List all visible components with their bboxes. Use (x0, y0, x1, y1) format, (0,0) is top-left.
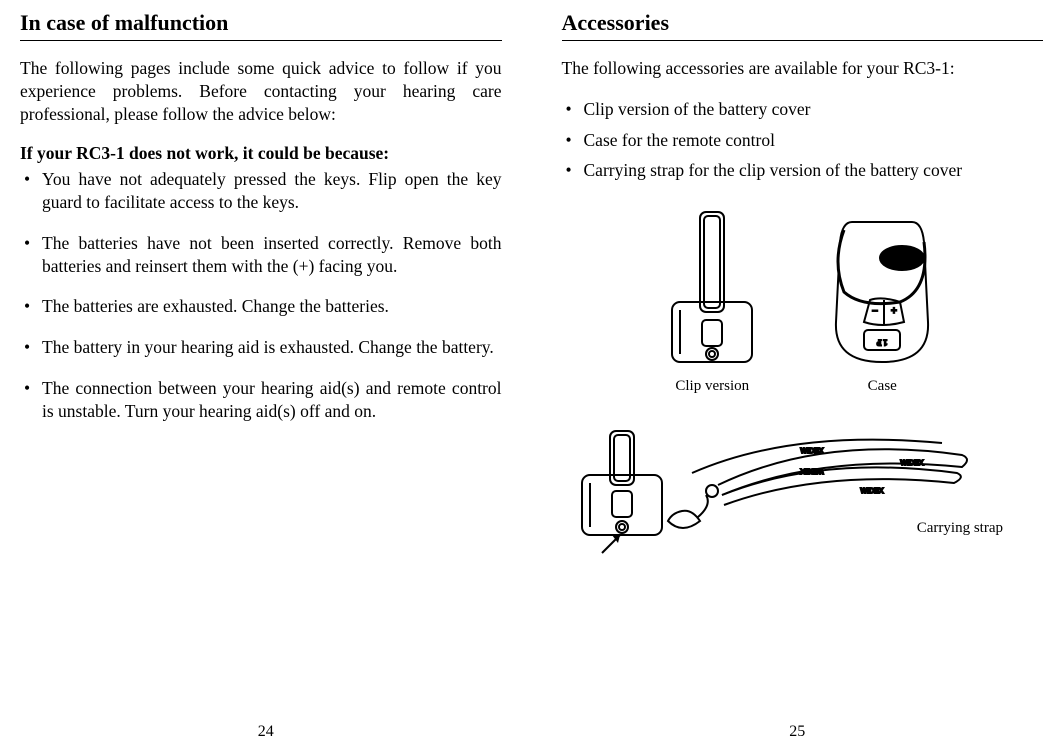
right-pagenum: 25 (532, 723, 1063, 741)
svg-text:WIDEX: WIDEX (800, 448, 823, 455)
fig1-label: Clip version (652, 378, 772, 395)
svg-text:WIDEX: WIDEX (800, 467, 823, 474)
list-item: Clip version of the battery cover (562, 98, 1044, 121)
left-pagenum: 24 (0, 723, 532, 741)
svg-text:1 P: 1 P (876, 338, 887, 347)
right-bullet-list: Clip version of the battery cover Case f… (562, 98, 1044, 182)
list-item: Carrying strap for the clip version of t… (562, 159, 1044, 182)
left-intro: The following pages include some quick a… (20, 57, 502, 125)
figure-clip: Clip version (652, 202, 772, 395)
list-item: The battery in your hearing aid is exhau… (20, 336, 502, 359)
right-rule (562, 40, 1044, 41)
right-title: Accessories (562, 10, 1044, 36)
svg-text:WIDEX: WIDEX (900, 460, 923, 467)
right-page: Accessories The following accessories ar… (532, 0, 1063, 751)
list-item: Case for the remote control (562, 129, 1044, 152)
strap-icon: WIDEX WIDEX WIDEX WIDEX (562, 425, 982, 565)
right-intro: The following accessories are available … (562, 57, 1044, 80)
list-item: You have not adequately pressed the keys… (20, 168, 502, 214)
left-rule (20, 40, 502, 41)
list-item: The batteries are exhausted. Change the … (20, 295, 502, 318)
left-title: In case of malfunction (20, 10, 502, 36)
svg-text:WIDEX: WIDEX (860, 488, 883, 495)
list-item: The connection between your hearing aid(… (20, 377, 502, 423)
figure-strap: WIDEX WIDEX WIDEX WIDEX Carrying strap (562, 425, 1044, 565)
figures-row: Clip version WIDEX − + (562, 202, 1044, 395)
clip-icon (652, 202, 772, 372)
left-page: In case of malfunction The following pag… (0, 0, 532, 751)
brand-text: WIDEX (889, 255, 916, 264)
left-subhead: If your RC3-1 does not work, it could be… (20, 143, 502, 164)
figure-case: WIDEX − + 1 P Case (812, 202, 952, 395)
fig3-label: Carrying strap (917, 520, 1003, 537)
fig2-label: Case (812, 378, 952, 395)
list-item: The batteries have not been inserted cor… (20, 232, 502, 278)
case-icon: WIDEX − + 1 P (812, 202, 952, 372)
svg-text:+: + (891, 306, 897, 317)
left-bullet-list: You have not adequately pressed the keys… (20, 168, 502, 422)
svg-text:−: − (872, 306, 878, 317)
